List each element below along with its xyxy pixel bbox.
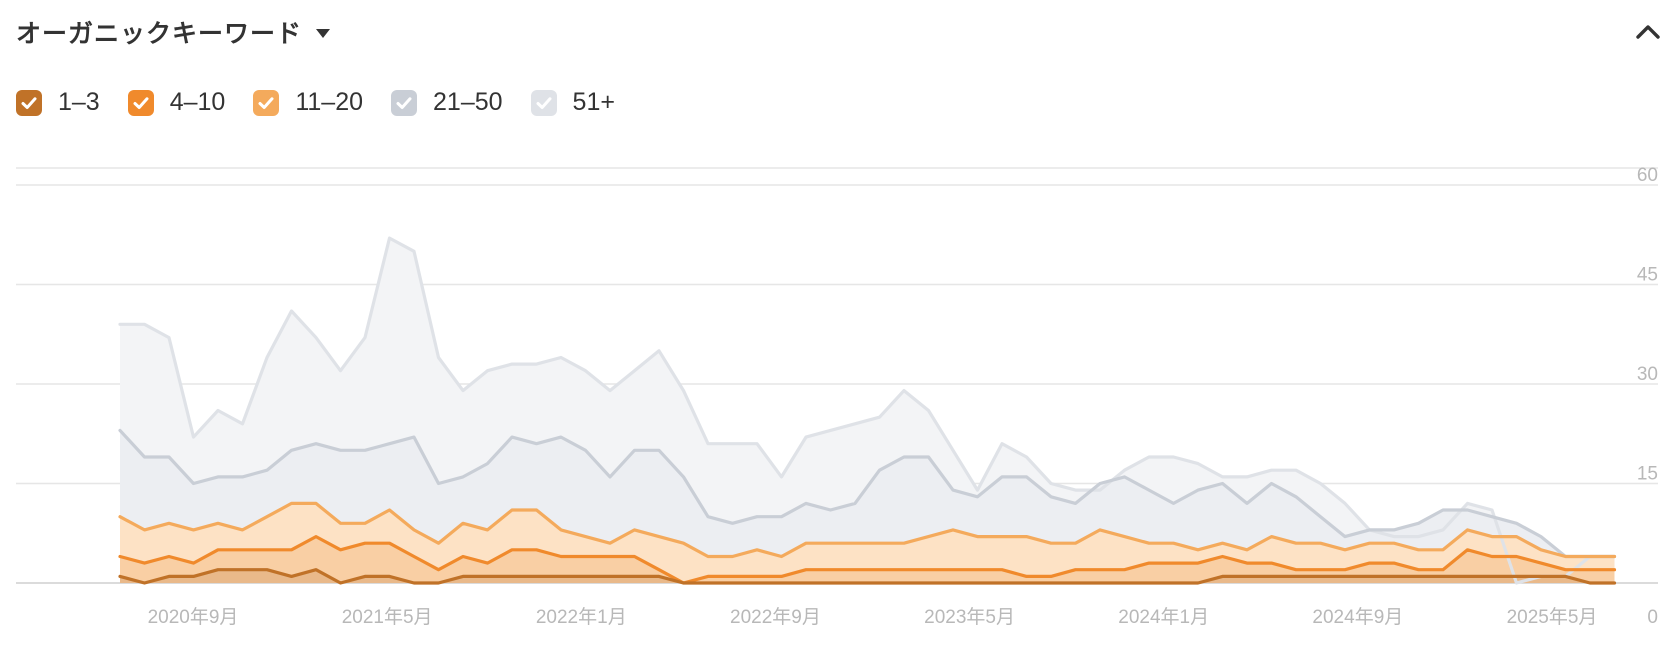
legend-label: 51+ — [572, 88, 615, 116]
title-dropdown-caret-icon[interactable] — [316, 28, 331, 38]
legend-item-1-3[interactable]: 1–3 — [16, 88, 100, 117]
y-tick-label: 45 — [1637, 265, 1658, 286]
legend-item-21-50[interactable]: 21–50 — [391, 88, 503, 117]
legend-label: 21–50 — [433, 88, 503, 116]
x-tick-label: 2022年9月 — [730, 606, 821, 628]
series-area — [120, 569, 1615, 583]
y-tick-label: 30 — [1637, 364, 1658, 385]
x-tick-label: 2024年9月 — [1312, 606, 1403, 628]
checkbox-51-plus-icon[interactable] — [530, 89, 557, 116]
chart-header: オーガニックキーワード — [16, 14, 331, 50]
legend-item-11-20[interactable]: 11–20 — [253, 88, 363, 117]
x-tick-label: 2022年1月 — [536, 606, 627, 628]
collapse-chevron-up-icon[interactable] — [1634, 18, 1662, 46]
x-tick-label: 2025年5月 — [1507, 606, 1598, 628]
x-axis: 2020年9月 2021年5月 2022年1月 2022年9月 2023年5月 2024年… — [148, 606, 1598, 628]
checkbox-11-20-icon[interactable] — [253, 89, 280, 116]
y-tick-label: 15 — [1637, 464, 1658, 485]
legend-label: 4–10 — [169, 88, 226, 116]
x-tick-label: 2020年9月 — [148, 606, 239, 628]
checkbox-21-50-icon[interactable] — [391, 89, 418, 116]
y-axis: 0 15 30 45 60 — [1637, 165, 1658, 628]
x-tick-label: 2024年1月 — [1118, 606, 1209, 628]
series-line — [118, 535, 1617, 585]
series-lines — [118, 236, 1617, 585]
legend-item-51-plus[interactable]: 51+ — [530, 88, 615, 117]
y-tick-label: 0 — [1647, 607, 1658, 628]
x-tick-label: 2023年5月 — [924, 606, 1015, 628]
checkbox-4-10-icon[interactable] — [127, 89, 154, 116]
series-line — [118, 428, 1617, 559]
legend-item-4-10[interactable]: 4–10 — [127, 88, 226, 117]
chart-title: オーガニックキーワード — [16, 19, 303, 48]
series-area — [120, 536, 1615, 583]
series-line — [118, 236, 1617, 585]
x-tick-label: 2021年5月 — [342, 606, 433, 628]
series-line — [118, 501, 1617, 559]
checkbox-1-3-icon[interactable] — [16, 89, 42, 116]
legend: 1–3 4–10 11–20 21–50 51+ — [16, 88, 643, 117]
y-tick-label: 60 — [1637, 165, 1658, 186]
legend-label: 1–3 — [58, 88, 100, 116]
series-line — [118, 568, 1617, 585]
legend-label: 11–20 — [295, 88, 364, 116]
